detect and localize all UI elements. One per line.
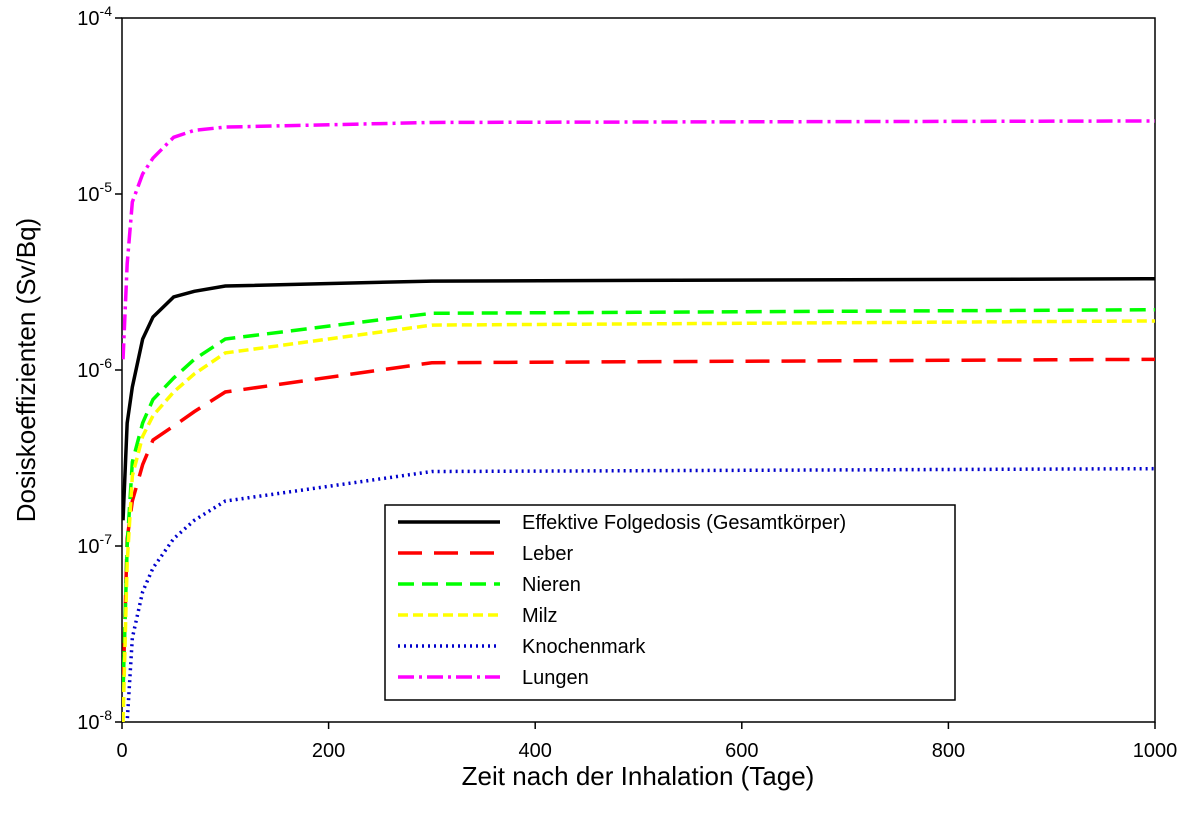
lines [122,119,1155,722]
y-tick-label: 10-7 [77,531,112,558]
legend-label: Nieren [522,574,581,596]
series-line [122,119,1155,360]
series-line [122,357,1155,692]
x-axis-title: Zeit nach der Inhalation (Tage) [462,761,815,791]
x-tick-label: 400 [519,740,552,762]
x-tick-label: 1000 [1133,740,1178,762]
legend-label: Knochenmark [522,636,646,658]
x-tick-label: 0 [116,740,127,762]
y-tick-label: 10-4 [77,3,112,30]
legend [384,504,956,701]
series-line [122,276,1155,521]
y-tick-label: 10-8 [77,707,112,734]
legend-label: Lungen [522,667,589,689]
y-tick-label: 10-5 [77,179,112,206]
legend-label: Leber [522,543,573,565]
x-tick-label: 200 [312,740,345,762]
legend-label: Effektive Folgedosis (Gesamtkörper) [522,512,846,534]
x-tick-label: 800 [932,740,965,762]
series-line [122,307,1155,692]
y-axis-title: Dosiskoeffizienten (Sv/Bq) [11,218,41,522]
y-tick-label: 10-6 [77,355,112,382]
legend-label: Milz [522,605,558,627]
series-line [122,319,1155,722]
x-tick-label: 600 [725,740,758,762]
